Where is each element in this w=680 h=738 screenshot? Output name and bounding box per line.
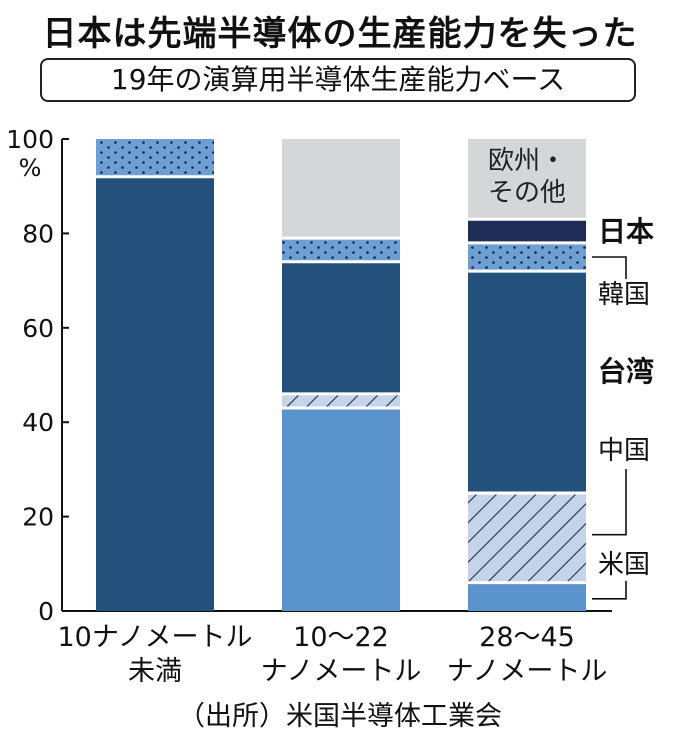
legend-leader-korea xyxy=(592,256,627,279)
bar-segment xyxy=(468,219,586,243)
legend-leader-china xyxy=(592,469,627,536)
y-tick-label: 0 xyxy=(38,597,54,626)
x-tick-label: ナノメートル xyxy=(261,656,422,687)
bar-segment xyxy=(96,176,214,611)
chart-title: 日本は先端半導体の生産能力を失った xyxy=(42,14,638,54)
legend-label-china: 中国 xyxy=(598,436,650,466)
bar-segment xyxy=(282,408,400,611)
bar-segment xyxy=(468,139,586,220)
y-tick-label: 40 xyxy=(22,408,54,437)
bar-segment xyxy=(282,139,400,239)
legend-label-europe-other: その他 xyxy=(488,178,566,208)
chart-subtitle: 19年の演算用半導体生産能力ベース xyxy=(40,58,636,102)
legend-leader-us xyxy=(592,580,627,600)
bar-segment xyxy=(96,139,214,177)
x-tick-label: 28～45 xyxy=(479,622,575,653)
legend-label-taiwan: 台湾 xyxy=(598,355,654,388)
x-tick-label: 10～22 xyxy=(293,622,389,653)
y-tick-label: 20 xyxy=(22,503,54,532)
legend-label-korea: 韓国 xyxy=(598,280,650,310)
legend-label-japan: 日本 xyxy=(598,215,654,248)
source-note: （出所）米国半導体工業会 xyxy=(178,701,502,732)
y-tick-label: 100 xyxy=(6,125,54,154)
y-unit-label: % xyxy=(19,154,42,182)
bar-segment xyxy=(468,493,586,583)
bar-segment xyxy=(468,271,586,493)
legend-label-us: 米国 xyxy=(598,550,650,580)
x-tick-label: ナノメートル xyxy=(447,656,608,687)
bar-segment xyxy=(282,238,400,262)
x-tick-label: 未満 xyxy=(128,656,182,687)
bar-segment xyxy=(468,582,586,611)
y-tick-label: 60 xyxy=(22,314,54,343)
x-tick-label: 10ナノメートル xyxy=(57,622,252,653)
legend-label-europe-other: 欧州・ xyxy=(488,146,566,176)
bar-segment xyxy=(282,261,400,394)
y-tick-label: 80 xyxy=(22,219,54,248)
bar-segment xyxy=(468,242,586,272)
bar-segment xyxy=(282,393,400,409)
